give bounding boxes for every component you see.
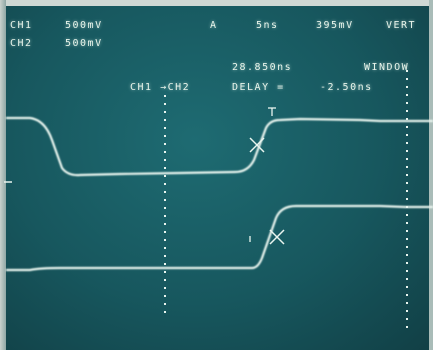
- ch2-trace: [6, 204, 433, 272]
- bezel-top: [0, 0, 433, 6]
- vert-mode: VERT: [386, 20, 417, 31]
- ch2-label: CH2: [10, 38, 33, 49]
- trigger-level: 395mV: [316, 20, 354, 31]
- cursor-time: 28.850ns: [232, 62, 293, 73]
- ch1-scale: 500mV: [65, 20, 103, 31]
- trigger-mode: A: [210, 20, 218, 31]
- ch1-cursor-marker[interactable]: [249, 137, 265, 153]
- measurement-channels: CH1 →CH2: [130, 82, 191, 93]
- ch2-scale: 500mV: [65, 38, 103, 49]
- delay-label: DELAY =: [232, 82, 285, 93]
- ch2-cursor-marker[interactable]: [269, 229, 285, 245]
- bezel-left: [0, 0, 6, 350]
- ch1-trace: [6, 116, 433, 177]
- timebase: 5ns: [256, 20, 279, 31]
- bezel-right: [429, 0, 433, 350]
- window-label: WINDOW: [364, 62, 410, 73]
- ch1-label: CH1: [10, 20, 33, 31]
- delay-value: -2.50ns: [320, 82, 373, 93]
